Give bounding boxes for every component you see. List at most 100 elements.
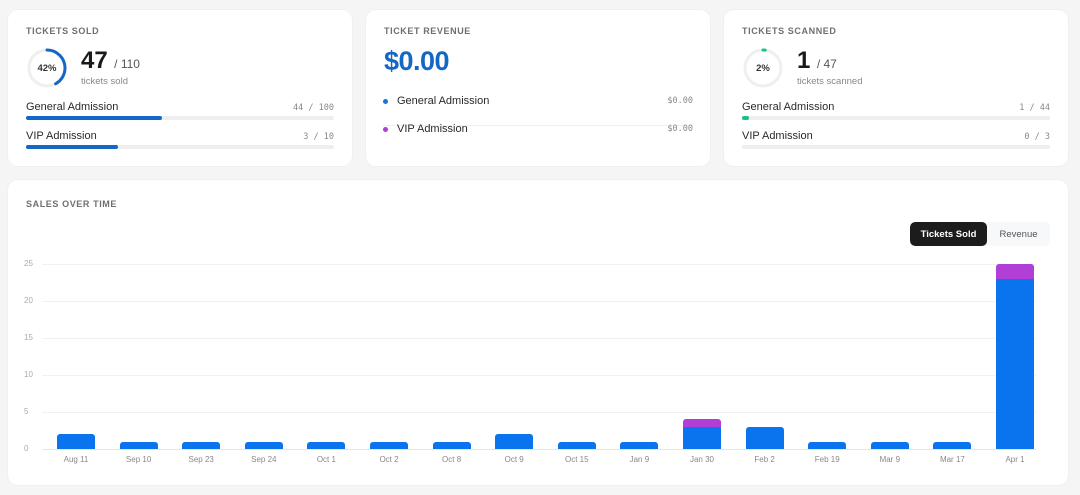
bar-segment-general-admission: [432, 441, 471, 449]
x-axis-label: Oct 2: [379, 455, 399, 464]
bar-segment-general-admission: [620, 441, 659, 449]
tickets-sold-total: / 110: [114, 57, 140, 71]
gridline: [42, 375, 1036, 376]
bar-segment-vip-admission: [683, 419, 721, 427]
bar-oct-9[interactable]: [495, 180, 534, 485]
x-axis-label: Oct 1: [316, 455, 336, 464]
y-axis-tick: 5: [24, 407, 29, 416]
chart-mode-toggle[interactable]: Tickets Sold Revenue: [910, 222, 1050, 246]
sales-chart-title: Sales Over Time: [26, 199, 118, 209]
bar-sep-10[interactable]: [119, 180, 158, 485]
toggle-revenue[interactable]: Revenue: [999, 228, 1038, 240]
x-axis-label: Oct 15: [565, 455, 589, 464]
bar-segment-general-admission: [683, 426, 721, 449]
scanned-progress-vip: VIP Admission 0 / 3: [742, 130, 1050, 149]
progress-count: 0 / 3: [1024, 132, 1050, 142]
progress-fill: [26, 116, 162, 120]
progress-count: 1 / 44: [1019, 103, 1050, 113]
sales-bar-chart: 0 5 10 15 20 25 Aug 11 Sep 10 Sep 23 Sep 24 Oct 1 O…: [8, 180, 1068, 485]
tickets-scanned-count: 1: [797, 47, 811, 74]
x-axis-label: Apr 1: [1005, 455, 1025, 464]
x-axis-label: Aug 11: [63, 455, 89, 464]
sold-progress-general: General Admission 44 / 100: [26, 101, 334, 120]
x-axis-label: Feb 19: [814, 455, 840, 464]
scanned-progress-general: General Admission 1 / 44: [742, 101, 1050, 120]
x-axis-label: Mar 17: [939, 455, 965, 464]
bar-segment-general-admission: [996, 278, 1034, 449]
sales-over-time-card: Sales Over Time 0 5 10 15 20 25 Aug 11 Sep 10 Se…: [8, 180, 1068, 485]
bar-segment-general-admission: [182, 441, 221, 449]
gridline: [42, 338, 1036, 339]
bar-jan-30[interactable]: [683, 180, 721, 485]
revenue-total: $0.00: [384, 46, 450, 76]
progress-fill: [742, 116, 749, 120]
x-axis-line: [42, 449, 1036, 450]
y-axis-tick: 0: [24, 444, 29, 453]
bar-oct-2[interactable]: [370, 180, 408, 485]
bar-oct-15[interactable]: [557, 180, 596, 485]
bar-feb-2[interactable]: [745, 180, 784, 485]
tickets-sold-subtitle: tickets sold: [81, 76, 128, 87]
legend-dot-icon: [383, 126, 388, 132]
bar-sep-24[interactable]: [244, 180, 283, 485]
tickets-scanned-card: Tickets Scanned 2% 1 / 47 tickets scanne…: [724, 10, 1068, 166]
bar-mar-9[interactable]: [870, 180, 909, 485]
progress-track: [26, 116, 334, 120]
bar-segment-general-admission: [370, 441, 408, 449]
gridline: [42, 264, 1036, 265]
bar-apr-1[interactable]: [996, 180, 1034, 485]
progress-track: [742, 116, 1050, 120]
divider: [383, 125, 693, 126]
revenue-item-label: VIP Admission: [397, 123, 468, 135]
bar-mar-17[interactable]: [933, 180, 972, 485]
progress-fill: [26, 145, 119, 149]
progress-track: [26, 145, 334, 149]
x-axis-label: Jan 30: [689, 455, 715, 464]
bar-segment-general-admission: [870, 441, 909, 449]
bar-jan-9[interactable]: [620, 180, 659, 485]
bar-sep-23[interactable]: [182, 180, 221, 485]
sold-progress-vip: VIP Admission 3 / 10: [26, 130, 334, 149]
legend-dot-icon: [383, 98, 388, 104]
bar-segment-general-admission: [307, 441, 346, 449]
bar-segment-general-admission: [495, 434, 534, 449]
tickets-sold-percent: 42%: [37, 62, 57, 74]
tickets-sold-card: Tickets Sold 42% 47 / 110 tickets sold G…: [8, 10, 352, 166]
x-axis-label: Feb 2: [754, 455, 775, 464]
gridline: [42, 301, 1036, 302]
progress-label: General Admission: [742, 101, 835, 113]
progress-count: 3 / 10: [303, 132, 334, 142]
toggle-tickets-sold[interactable]: Tickets Sold: [910, 222, 987, 246]
bar-oct-1[interactable]: [307, 180, 346, 485]
bar-aug-11[interactable]: [57, 180, 95, 485]
bar-segment-general-admission: [119, 441, 158, 449]
progress-count: 44 / 100: [293, 103, 334, 113]
x-axis-label: Mar 9: [879, 455, 901, 464]
x-axis-label: Sep 24: [251, 455, 277, 464]
bar-feb-19[interactable]: [808, 180, 847, 485]
y-axis-tick: 10: [24, 370, 33, 379]
bar-segment-general-admission: [57, 434, 95, 449]
bar-oct-8[interactable]: [432, 180, 471, 485]
x-axis-label: Oct 8: [442, 455, 462, 464]
ticket-revenue-title: Ticket Revenue: [384, 26, 471, 36]
revenue-item-general: General Admission $0.00: [383, 95, 693, 107]
tickets-scanned-donut: 2%: [742, 47, 784, 89]
progress-label: VIP Admission: [26, 130, 97, 142]
tickets-scanned-total: / 47: [816, 57, 837, 71]
bar-segment-general-admission: [745, 426, 784, 449]
tickets-sold-count: 47: [81, 47, 108, 74]
y-axis-tick: 15: [24, 333, 33, 342]
tickets-scanned-title: Tickets Scanned: [742, 26, 837, 36]
ticket-revenue-card: Ticket Revenue $0.00 General Admission $…: [366, 10, 710, 166]
bar-segment-general-admission: [244, 441, 283, 449]
tickets-scanned-subtitle: tickets scanned: [797, 76, 863, 87]
x-axis-label: Jan 9: [629, 455, 650, 464]
progress-track: [742, 145, 1050, 149]
tickets-sold-title: Tickets Sold: [26, 26, 100, 36]
y-axis-tick: 25: [24, 259, 33, 268]
bar-segment-vip-admission: [996, 264, 1034, 279]
progress-label: General Admission: [26, 101, 119, 113]
x-axis-label: Sep 10: [125, 455, 152, 464]
bar-segment-general-admission: [808, 441, 847, 449]
